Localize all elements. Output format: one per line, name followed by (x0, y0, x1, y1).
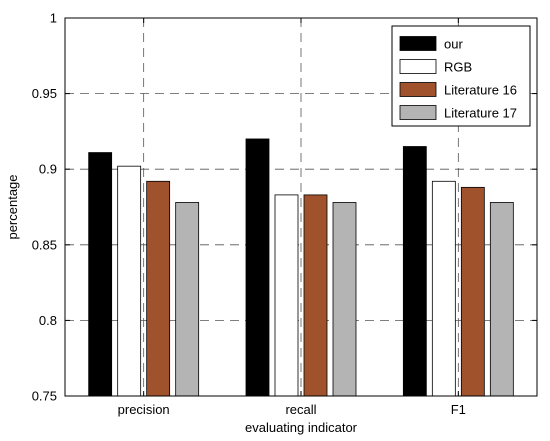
bar-our-recall (245, 138, 270, 397)
legend-swatch (399, 36, 437, 51)
bar-literature-16-recall (303, 194, 328, 397)
bar-literature-17-precision (175, 202, 200, 397)
x-axis: precision recall F1 (118, 18, 466, 417)
bar-literature-17-f1 (489, 202, 514, 397)
legend-label: Literature 17 (444, 106, 517, 121)
y-axis-label: percentage (5, 174, 20, 239)
bar-rgb-precision (117, 165, 142, 397)
y-tick-label: 0.85 (32, 237, 57, 252)
y-axis: 0.75 0.8 0.85 0.9 0.95 1 (32, 11, 537, 404)
y-tick-label: 0.75 (32, 389, 57, 404)
bar-literature-17-recall (332, 202, 357, 397)
bar-rgb-recall (274, 194, 299, 397)
x-axis-label: evaluating indicator (245, 420, 358, 435)
legend-swatch (399, 105, 437, 120)
legend-swatch (399, 59, 437, 74)
bar-literature-16-f1 (460, 186, 485, 397)
bar-our-precision (88, 152, 113, 397)
x-tick-label: recall (285, 402, 316, 417)
y-tick-label: 0.95 (32, 86, 57, 101)
bars (88, 138, 514, 397)
y-tick-label: 0.9 (39, 162, 57, 177)
legend: our RGB Literature 16 Literature 17 (391, 25, 531, 127)
legend-label: our (444, 37, 463, 52)
y-tick-label: 0.8 (39, 313, 57, 328)
bar-our-f1 (402, 146, 427, 397)
x-tick-label: F1 (451, 402, 466, 417)
y-tick-label: 1 (50, 11, 57, 26)
legend-swatch (399, 82, 437, 97)
legend-label: Literature 16 (444, 83, 517, 98)
bar-rgb-f1 (431, 180, 456, 397)
bar-literature-16-precision (146, 180, 171, 397)
x-tick-label: precision (118, 402, 170, 417)
legend-label: RGB (444, 60, 472, 75)
